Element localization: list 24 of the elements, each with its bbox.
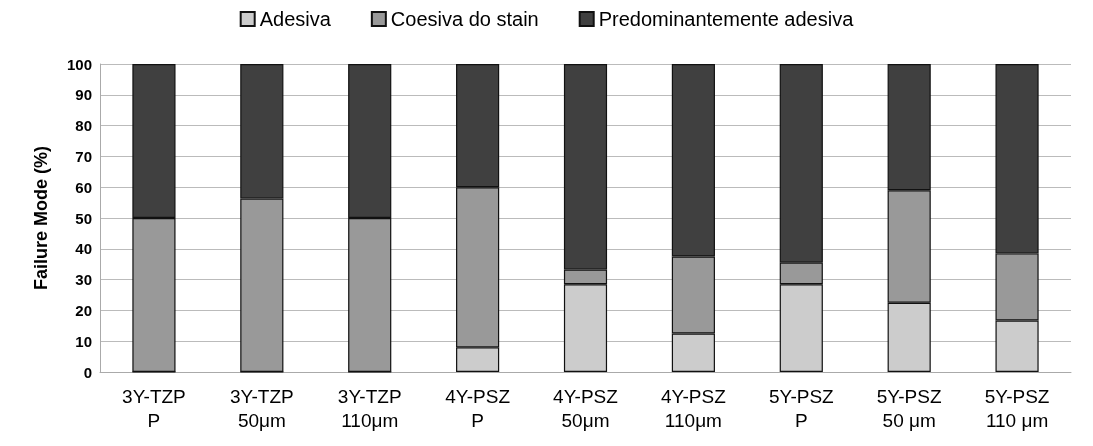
y-tick-label: 40 <box>75 240 92 258</box>
x-tick-label: 3Y-TZP 50μm <box>229 385 294 431</box>
y-axis-title: Failure Mode (%) <box>31 145 51 291</box>
y-tick-label: 30 <box>75 271 92 289</box>
y-tick-label: 60 <box>75 178 92 196</box>
x-tick-label: 5Y-PSZ P <box>768 385 835 431</box>
x-tick-label: 4Y-PSZ P <box>445 385 511 431</box>
x-tick-label: 4Y-PSZ 110μm <box>661 385 727 431</box>
legend-label: Adesiva <box>259 8 332 30</box>
legend-label: Predominantemente adesiva <box>598 8 855 30</box>
y-tick-label: 20 <box>75 301 92 319</box>
x-tick-label: 3Y-TZP 110μm <box>337 385 402 431</box>
x-tick-label: 5Y-PSZ 50 μm <box>876 385 942 431</box>
y-tick-label: 70 <box>75 147 92 165</box>
x-tick-label: 5Y-PSZ 110 μm <box>984 385 1050 431</box>
y-tick-label: 100 <box>66 55 92 73</box>
legend-label: Coesiva do stain <box>390 8 539 30</box>
y-tick-label: 10 <box>75 332 92 350</box>
y-tick-label: 0 <box>83 363 92 381</box>
y-tick-label: 50 <box>75 209 92 227</box>
x-tick-label: 3Y-TZP P <box>122 385 186 431</box>
x-tick-label: 4Y-PSZ 50μm <box>553 385 619 431</box>
y-tick-label: 80 <box>75 117 92 135</box>
y-tick-label: 90 <box>75 86 92 104</box>
